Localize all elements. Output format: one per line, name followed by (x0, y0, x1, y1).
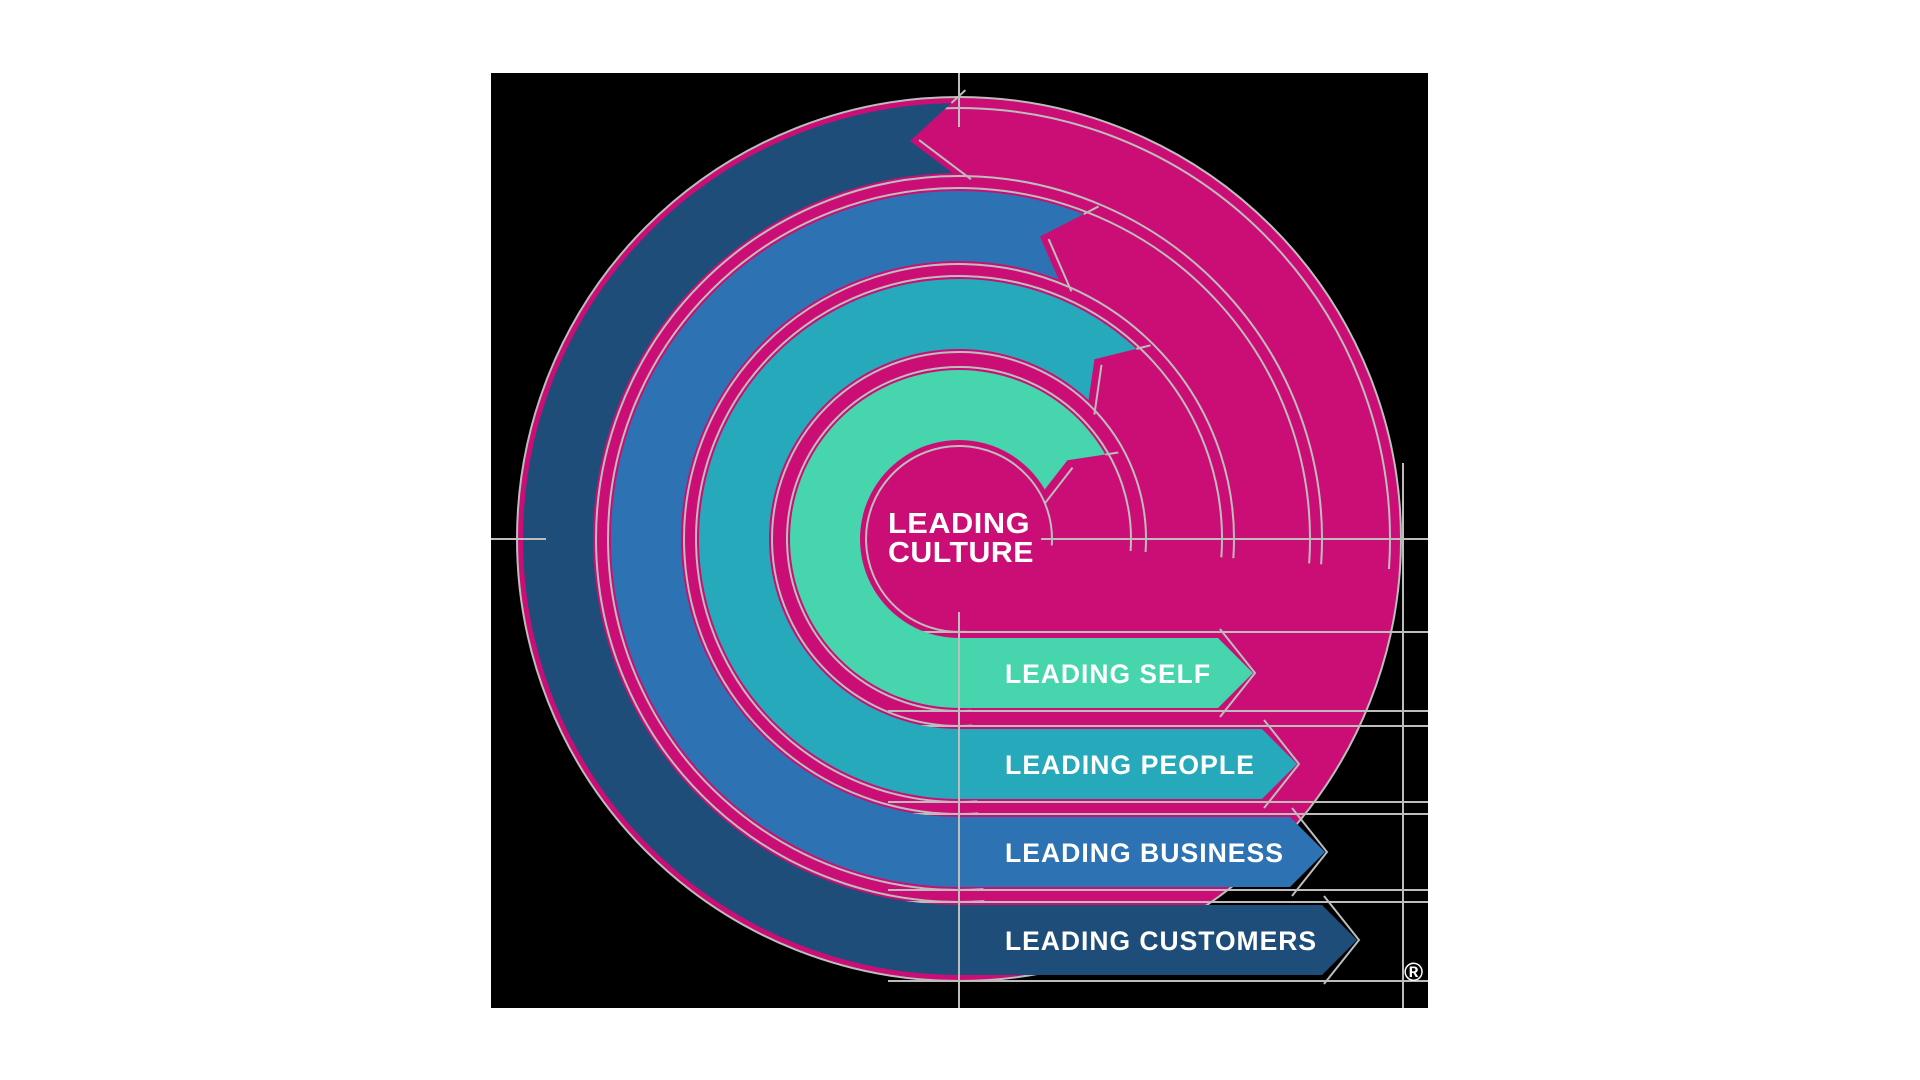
guide-arc (770, 351, 1147, 727)
ribbon-label-leading-business: LEADING BUSINESS (1005, 838, 1284, 868)
guide-arc (607, 187, 1311, 891)
guide-tail-edge (1044, 467, 1074, 504)
guide-arc (595, 175, 1323, 903)
ribbon-label-leading-self: LEADING SELF (1005, 659, 1211, 689)
guide-arc (865, 445, 1053, 633)
ring-arrows (523, 103, 1357, 975)
construction-guides-over (491, 73, 1428, 1008)
ring-arrow-people (699, 279, 1297, 799)
center-label-line1: LEADING (888, 508, 1030, 540)
center-label-line2: CULTURE (888, 537, 1034, 569)
guide-tail-edge (1105, 451, 1119, 456)
guide-tip-chevron (1263, 719, 1301, 809)
ring-arrow-self (789, 370, 1253, 708)
guide-tail-edge (1083, 205, 1100, 216)
guide-arc (695, 275, 1223, 803)
guide-tip-chevron (1323, 895, 1361, 985)
ring-arrow-business (610, 190, 1325, 887)
guide-tip-chevron (1291, 807, 1329, 897)
ribbon-label-leading-people: LEADING PEOPLE (1005, 750, 1255, 780)
registered-trademark-icon: ® (1404, 957, 1423, 987)
ribbon-label-leading-customers: LEADING CUSTOMERS (1005, 926, 1317, 956)
guide-tail-edge (1136, 344, 1151, 350)
guide-tip-chevron (1219, 628, 1257, 718)
guide-tail-edge (1093, 364, 1103, 415)
guide-tail-edge (1047, 238, 1073, 292)
guide-tail-edge (918, 139, 972, 180)
guide-arc (785, 366, 1132, 712)
guide-arc (683, 263, 1235, 815)
